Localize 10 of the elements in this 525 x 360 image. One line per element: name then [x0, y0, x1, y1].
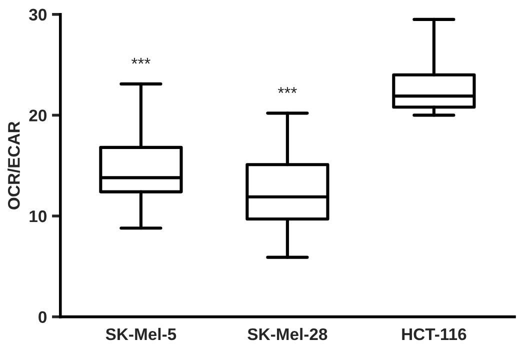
annotation: *** — [131, 58, 150, 64]
y-tick-label: 0 — [38, 311, 46, 324]
x-tick-label: SK-Mel-28 — [248, 328, 328, 340]
y-axis-title: OCR/ECAR — [8, 121, 20, 210]
annotation: *** — [278, 87, 297, 93]
x-tick-label: HCT-116 — [402, 328, 466, 340]
y-tick-label: 20 — [29, 110, 46, 122]
x-tick-label: SK-Mel-5 — [106, 328, 176, 340]
y-tick-label: 30 — [29, 8, 46, 21]
y-tick-label: 10 — [30, 210, 46, 222]
